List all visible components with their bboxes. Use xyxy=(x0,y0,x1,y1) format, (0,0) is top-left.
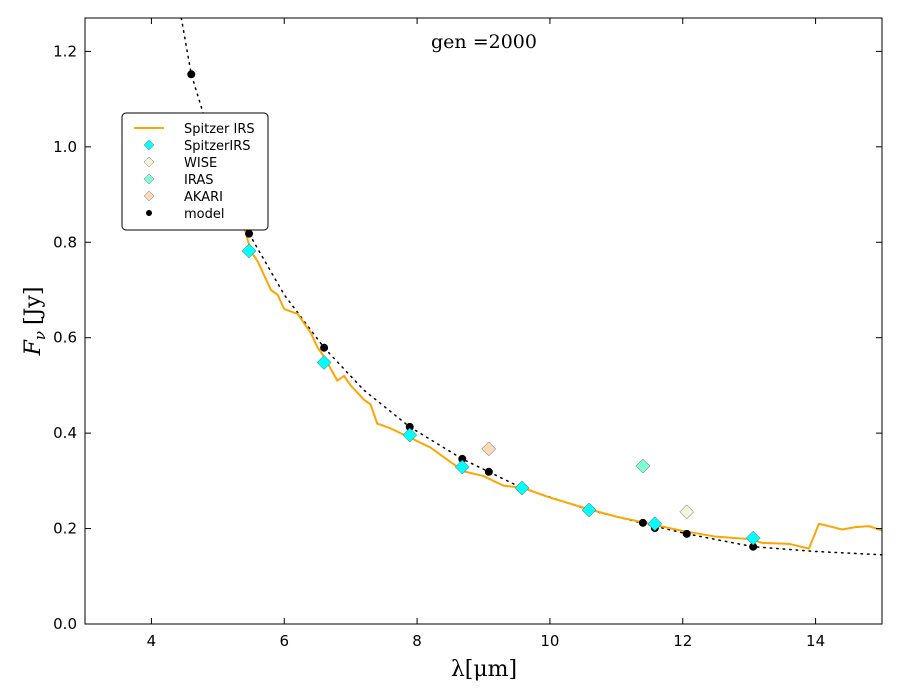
x-tick-label: 6 xyxy=(279,632,289,650)
axes-frame xyxy=(84,17,883,625)
spitzerirs-point xyxy=(454,459,470,475)
y-tick-label: 1.0 xyxy=(53,138,77,156)
model-curve-line xyxy=(180,18,882,556)
series-spitzerirs xyxy=(241,243,761,546)
series-spitzer-irs xyxy=(243,227,882,550)
legend-label: WISE xyxy=(184,156,217,171)
ticks: 4 6 8 10 12 14 0.0 0.2 0.4 0.6 0.8 1.0 1.2 xyxy=(53,18,882,650)
series-akari xyxy=(481,441,497,457)
x-tick-label: 12 xyxy=(673,632,692,650)
x-tick-label: 4 xyxy=(147,632,157,650)
legend-diamond-swatch xyxy=(143,156,155,168)
spitzerirs-point xyxy=(316,355,332,370)
akari-point xyxy=(481,441,497,457)
model-point xyxy=(484,467,493,476)
legend-item-spitzer-irs: Spitzer IRS xyxy=(134,122,255,137)
legend-label: IRAS xyxy=(184,173,214,188)
plot-area xyxy=(180,18,882,556)
series-wise xyxy=(679,504,695,520)
series-model xyxy=(187,70,758,551)
legend-item-iras: IRAS xyxy=(143,173,214,188)
model-point xyxy=(458,454,467,463)
legend-label: AKARI xyxy=(184,190,223,205)
y-label-sub: ν xyxy=(31,331,49,340)
legend-label: model xyxy=(184,207,224,222)
model-point xyxy=(245,229,254,238)
spitzerirs-point xyxy=(745,530,761,546)
legend-item-akari: AKARI xyxy=(143,190,223,205)
legend-item-model: model xyxy=(146,207,224,222)
x-tick-label: 14 xyxy=(806,632,825,650)
legend-item-spitzerirs: SpitzerIRS xyxy=(143,139,251,154)
spitzerirs-point xyxy=(514,480,530,496)
spitzer-irs-line xyxy=(243,227,882,550)
model-point xyxy=(405,422,414,431)
legend-label: SpitzerIRS xyxy=(184,139,251,154)
spitzerirs-point xyxy=(402,427,418,443)
model-point xyxy=(638,518,647,527)
legend-label: Spitzer IRS xyxy=(184,122,255,137)
legend-diamond-swatch xyxy=(143,139,155,151)
y-tick-label: 0.0 xyxy=(53,615,77,633)
y-tick-label: 0.8 xyxy=(53,233,77,251)
x-tick-label: 8 xyxy=(412,632,422,650)
y-label-unit: [Jy] xyxy=(21,287,46,325)
x-tick-label: 10 xyxy=(540,632,559,650)
model-point xyxy=(187,70,196,79)
y-tick-label: 0.2 xyxy=(53,520,77,538)
series-iras xyxy=(635,458,651,474)
chart-title: gen =2000 xyxy=(431,31,537,53)
series-model-curve xyxy=(180,18,882,556)
y-tick-label: 0.4 xyxy=(53,424,77,442)
spitzerirs-point xyxy=(647,516,663,532)
svg-text:Fν[Jy]: Fν [Jy] xyxy=(21,287,49,357)
model-point xyxy=(749,542,758,551)
spitzerirs-point xyxy=(241,243,257,259)
legend-diamond-swatch xyxy=(143,190,155,202)
y-tick-label: 0.6 xyxy=(53,329,77,347)
legend-dot-swatch xyxy=(146,210,152,216)
legend-diamond-swatch xyxy=(143,173,155,185)
x-axis-label: λ[μm] xyxy=(451,657,517,682)
iras-point xyxy=(635,458,651,474)
wise-point xyxy=(679,504,695,520)
y-label-main: F xyxy=(21,339,46,356)
y-tick-label: 1.2 xyxy=(53,42,77,60)
y-axis-label: Fν [Jy] xyxy=(21,287,49,357)
model-point xyxy=(682,529,691,538)
spitzerirs-point xyxy=(581,502,597,518)
legend-item-wise: WISE xyxy=(143,156,217,171)
legend: Spitzer IRS SpitzerIRS WISE IRAS AKARI model xyxy=(121,112,269,231)
model-point xyxy=(320,343,329,352)
